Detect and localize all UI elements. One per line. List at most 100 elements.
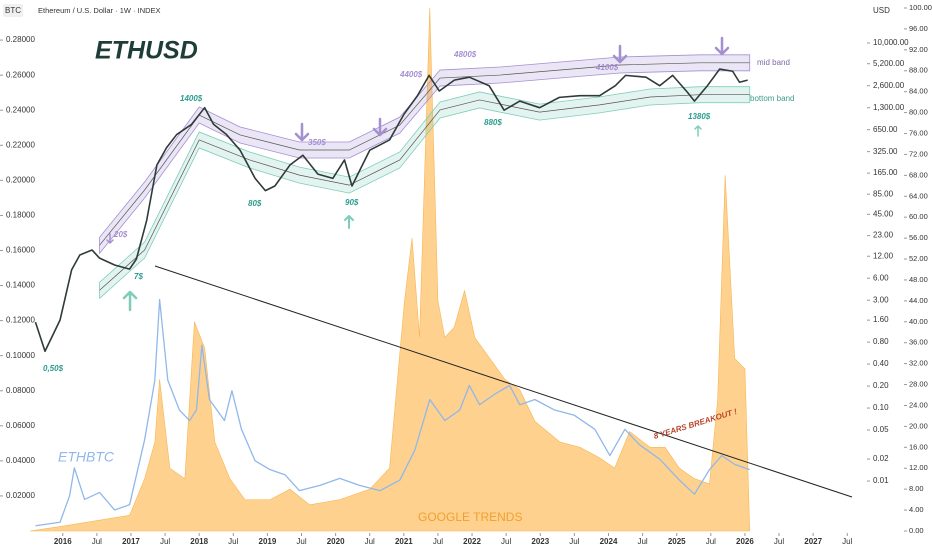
x-tick-label: Jul bbox=[92, 537, 102, 546]
y2-tick-label: 0.01 bbox=[873, 476, 889, 485]
y3-tick-label: 84.00 bbox=[909, 87, 928, 96]
x-tick-label: 2018 bbox=[190, 537, 208, 546]
x-tick-label: 2020 bbox=[327, 537, 345, 546]
up-arrow bbox=[344, 215, 354, 229]
text-layer: BTC Ethereum / U.S. Dollar · 1W · INDEX … bbox=[0, 3, 932, 546]
y2-tick-label: 45.00 bbox=[873, 209, 894, 218]
y3-tick-label: 40.00 bbox=[909, 317, 928, 326]
y3-tick-label: 48.00 bbox=[909, 275, 928, 284]
down-arrow bbox=[106, 233, 114, 244]
y3-tick-label: 8.00 bbox=[909, 484, 924, 493]
y3-tick-label: 36.00 bbox=[909, 338, 928, 347]
annotation: 1380$ bbox=[688, 112, 711, 121]
y-tick-label: 0.26000 bbox=[6, 70, 35, 79]
x-tick-label: 2023 bbox=[531, 537, 549, 546]
down-arrow bbox=[372, 117, 388, 137]
x-tick-label: Jul bbox=[774, 537, 784, 546]
x-tick-label: 2025 bbox=[668, 537, 686, 546]
annotation: 20$ bbox=[113, 230, 128, 239]
y3-tick-label: 12.00 bbox=[909, 463, 928, 472]
x-tick-label: 2021 bbox=[395, 537, 413, 546]
annotation: 0,50$ bbox=[43, 364, 64, 373]
x-tick-label: 2026 bbox=[736, 537, 754, 546]
y2-tick-label: 0.80 bbox=[873, 337, 889, 346]
series-line bbox=[35, 298, 750, 527]
y-tick-label: 0.20000 bbox=[6, 175, 35, 184]
y3-tick-label: 60.00 bbox=[909, 212, 928, 221]
y2-tick-label: 3.00 bbox=[873, 295, 889, 304]
x-tick-label: 2027 bbox=[804, 537, 822, 546]
band-center bbox=[99, 94, 750, 291]
x-tick-label: Jul bbox=[433, 537, 443, 546]
y2-tick-label: 0.20 bbox=[873, 381, 889, 390]
y-tick-label: 0.14000 bbox=[6, 281, 35, 290]
down-arrows bbox=[106, 36, 730, 244]
series-name: ETHBTC bbox=[58, 449, 115, 465]
x-tick-label: Jul bbox=[160, 537, 170, 546]
down-arrow bbox=[294, 122, 310, 142]
line-layer bbox=[34, 68, 750, 527]
y2-tick-label: 6.00 bbox=[873, 273, 889, 282]
x-tick-label: 2019 bbox=[259, 537, 277, 546]
y3-tick-label: 64.00 bbox=[909, 191, 928, 200]
series-name: bottom band bbox=[750, 94, 794, 103]
annotation: 7$ bbox=[134, 272, 143, 281]
band-fill bbox=[99, 54, 751, 255]
band-layer bbox=[99, 54, 751, 300]
series-name: GOOGLE TRENDS bbox=[418, 510, 522, 524]
header: Ethereum / U.S. Dollar · 1W · INDEX bbox=[38, 6, 161, 15]
down-arrow bbox=[612, 44, 628, 64]
y3-tick-label: 76.00 bbox=[909, 129, 928, 138]
y2-tick-label: 0.05 bbox=[873, 425, 889, 434]
y3-tick-label: 100.00 bbox=[909, 3, 932, 12]
y3-tick-label: 28.00 bbox=[909, 380, 928, 389]
y2-tick-label: 165.00 bbox=[873, 168, 898, 177]
x-tick-label: Jul bbox=[501, 537, 511, 546]
x-tick-label: Jul bbox=[706, 537, 716, 546]
arrows bbox=[106, 36, 730, 312]
y3-tick-label: 20.00 bbox=[909, 421, 928, 430]
y2-tick-label: 1.60 bbox=[873, 315, 889, 324]
y-tick-label: 0.18000 bbox=[6, 211, 35, 220]
y3-tick-label: 52.00 bbox=[909, 254, 928, 263]
y2-tick-label: 12.00 bbox=[873, 251, 894, 260]
annotation: 350$ bbox=[308, 138, 326, 147]
y3-tick-label: 44.00 bbox=[909, 296, 928, 305]
y3-tick-label: 24.00 bbox=[909, 400, 928, 409]
x-tick-label: Jul bbox=[228, 537, 238, 546]
y2-tick-label: 23.00 bbox=[873, 231, 894, 240]
y2-tick-label: 325.00 bbox=[873, 147, 898, 156]
y-tick-label: 0.08000 bbox=[6, 386, 35, 395]
annotation: 80$ bbox=[248, 199, 262, 208]
y3-tick-label: 96.00 bbox=[909, 24, 928, 33]
series-name: mid band bbox=[757, 58, 790, 67]
x-tick-label: 2022 bbox=[463, 537, 481, 546]
x-tick-label: Jul bbox=[365, 537, 375, 546]
x-tick-label: 2017 bbox=[122, 537, 140, 546]
y2-tick-label: 0.10 bbox=[873, 403, 889, 412]
x-tick-label: 2016 bbox=[54, 537, 72, 546]
y2-tick-label: 650.00 bbox=[873, 125, 898, 134]
y2-tick-label: 0.40 bbox=[873, 359, 889, 368]
x-tick-label: Jul bbox=[842, 537, 852, 546]
series-line bbox=[34, 68, 748, 353]
annotation: 4100$ bbox=[595, 63, 619, 72]
y3-tick-label: 4.00 bbox=[909, 505, 924, 514]
y2-tick-label: 1,300.00 bbox=[873, 103, 905, 112]
right-axis-label: USD bbox=[873, 6, 890, 15]
y3-tick-label: 56.00 bbox=[909, 233, 928, 242]
series-name: ETHUSD bbox=[95, 37, 198, 65]
y-tick-label: 0.06000 bbox=[6, 421, 35, 430]
y-tick-label: 0.22000 bbox=[6, 140, 35, 149]
annotation: 4800$ bbox=[453, 50, 477, 59]
y3-tick-label: 88.00 bbox=[909, 66, 928, 75]
annotation: 90$ bbox=[345, 198, 359, 207]
y3-tick-label: 16.00 bbox=[909, 442, 928, 451]
left-axis-label: BTC bbox=[5, 6, 21, 15]
y2-tick-label: 85.00 bbox=[873, 189, 894, 198]
y-tick-label: 0.10000 bbox=[6, 351, 35, 360]
y2-tick-label: 10,000.00 bbox=[873, 38, 909, 47]
left-axis-badge bbox=[3, 4, 23, 17]
annotation: 1400$ bbox=[180, 94, 203, 103]
